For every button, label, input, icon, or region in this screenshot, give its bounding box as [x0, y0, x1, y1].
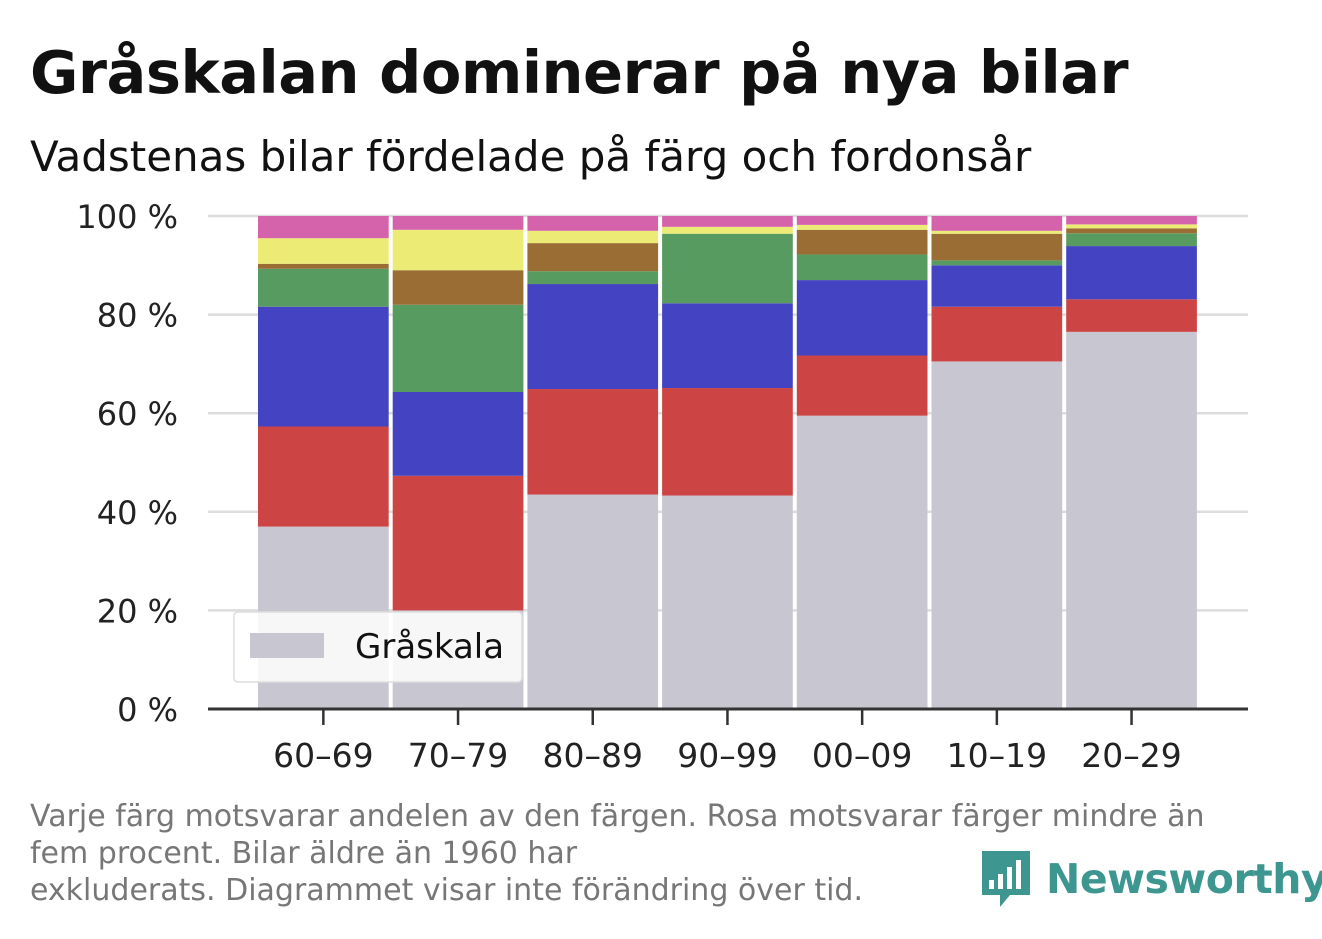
x-tick-label: 80–89 — [543, 736, 643, 775]
bar-segment — [662, 388, 793, 496]
stacked-bar-chart: 0 % 20 % 40 % 60 % 80 % 100 % 60–69 70–79 80–89 9… — [76, 198, 1248, 775]
bar-segment — [796, 224, 928, 230]
bar-segment — [796, 280, 928, 356]
bar-segment — [931, 265, 1063, 307]
bar-segment — [662, 303, 793, 389]
brand-name: Newsworthy — [1046, 855, 1322, 903]
y-tick-label: 0 % — [117, 691, 178, 729]
bar-segment — [527, 243, 659, 272]
bar-segment — [1066, 228, 1197, 234]
bar-segment — [1066, 246, 1197, 300]
bar-segment — [1066, 233, 1197, 247]
bar-segment — [1066, 224, 1197, 229]
legend-swatch — [250, 633, 324, 658]
x-tick-label: 60–69 — [273, 736, 373, 775]
bar-segment — [796, 254, 928, 281]
bar-segment — [662, 495, 793, 709]
bar-segment — [392, 475, 524, 611]
x-tick-label: 20–29 — [1081, 736, 1181, 775]
bar-segment — [258, 306, 389, 427]
x-tick-label: 90–99 — [677, 736, 777, 775]
bar-segment — [796, 355, 928, 416]
legend-box — [233, 611, 523, 683]
bar-segment — [931, 216, 1063, 231]
bar-segment — [258, 426, 389, 527]
y-tick-label: 80 % — [97, 297, 178, 335]
bar-segment — [1066, 299, 1197, 332]
x-tick-label: 00–09 — [812, 736, 912, 775]
bar-segment — [527, 230, 659, 244]
bar-segment — [527, 271, 659, 285]
y-tick-label: 100 % — [76, 198, 178, 236]
bar-segment — [258, 238, 389, 264]
y-tick-label: 40 % — [97, 494, 178, 532]
legend-label: Gråskala — [355, 627, 504, 667]
bar-segment — [796, 229, 928, 255]
bar-segment — [527, 389, 659, 495]
y-tick-label: 60 % — [97, 395, 178, 433]
bar-segment — [527, 494, 659, 709]
bar-segment — [662, 233, 793, 304]
bar-segment — [662, 216, 793, 227]
bar-segment — [931, 233, 1063, 261]
footnote-line-3: exkluderats. Diagrammet visar inte förän… — [30, 873, 864, 908]
bar-segment — [931, 361, 1063, 709]
bar-segment — [258, 263, 389, 269]
newsworthy-logo: Newsworthy — [980, 848, 1322, 910]
bar-segment — [392, 216, 524, 230]
bar-segment — [258, 268, 389, 307]
bar-segment — [527, 284, 659, 390]
bar-segment — [796, 216, 928, 225]
chart-title: Gråskalan dominerar på nya bilar — [30, 38, 1129, 107]
bar-segment — [527, 216, 659, 231]
footnote: Varje färg motsvarar andelen av den färg… — [30, 798, 1270, 909]
y-tick-label: 20 % — [97, 592, 178, 630]
footnote-line-1: Varje färg motsvarar andelen av den färg… — [30, 799, 1205, 834]
bar-segment — [931, 260, 1063, 266]
bar-segment — [392, 229, 524, 271]
bar-segment — [796, 415, 928, 709]
chart-speech-bubble-icon — [982, 851, 1030, 907]
bar-segment — [931, 230, 1063, 234]
bar-segment — [392, 304, 524, 393]
x-tick-label: 10–19 — [947, 736, 1047, 775]
footnote-line-2: fem procent. Bilar äldre än 1960 har — [30, 836, 578, 871]
bar-segment — [392, 392, 524, 476]
chart-subtitle: Vadstenas bilar fördelade på färg och fo… — [30, 132, 1032, 181]
bar-segment — [392, 270, 524, 305]
bar-segment — [662, 226, 793, 234]
bar-segment — [258, 216, 389, 239]
bar-segment — [1066, 331, 1197, 709]
x-tick-label: 70–79 — [408, 736, 508, 775]
bar-segment — [1066, 216, 1197, 225]
bar-segment — [931, 306, 1063, 362]
